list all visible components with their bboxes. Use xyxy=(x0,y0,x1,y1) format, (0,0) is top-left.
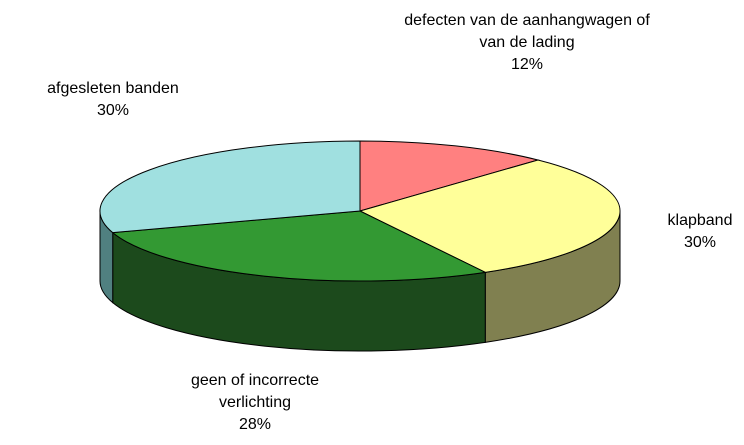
category-name: afgesleten banden xyxy=(47,80,179,97)
pie-slice xyxy=(358,159,621,273)
slice-label: geen of incorrecte verlichting 28% xyxy=(160,370,350,436)
slice-label: defecten van de aanhangwagen of van de l… xyxy=(402,10,652,76)
pie-slice xyxy=(99,140,361,234)
percent-label: 28% xyxy=(238,416,272,433)
category-name: geen of incorrecte verlichting xyxy=(190,372,320,411)
percent-label: 12% xyxy=(510,56,544,73)
slice-label: klapband 30% xyxy=(655,210,744,254)
category-name: klapband xyxy=(667,212,733,229)
percent-label: 30% xyxy=(96,102,130,119)
category-name: defecten van de aanhangwagen of van de l… xyxy=(404,12,650,51)
percent-label: 30% xyxy=(683,234,717,251)
pie-slice xyxy=(111,210,487,282)
slice-label: afgesleten banden 30% xyxy=(13,78,213,122)
pie-slice xyxy=(359,140,540,212)
